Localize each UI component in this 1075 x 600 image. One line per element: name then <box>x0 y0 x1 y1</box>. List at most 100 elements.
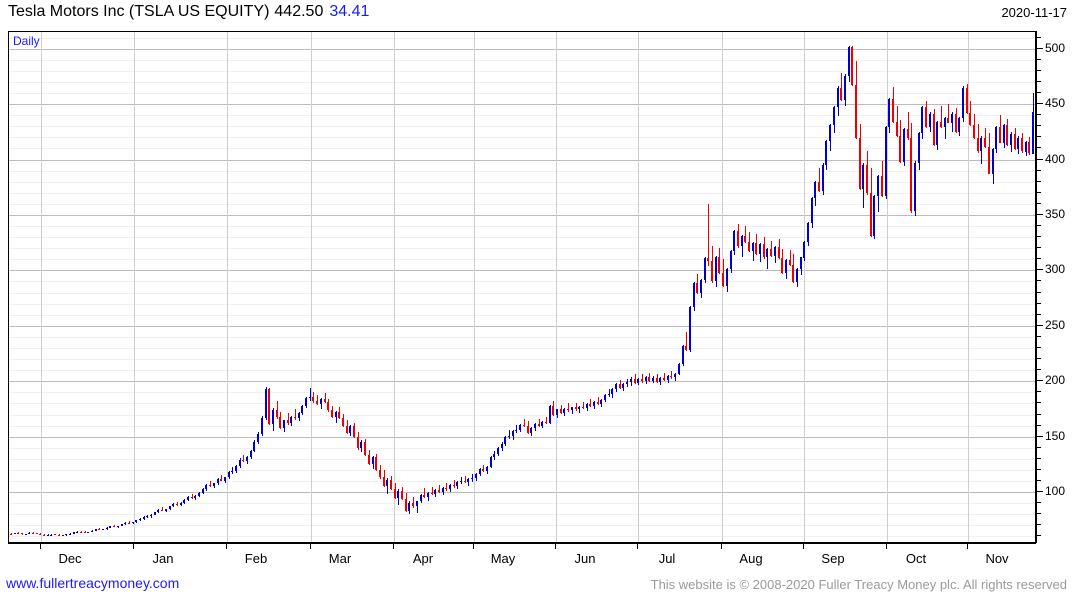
candle-wick <box>945 116 946 140</box>
candlestick <box>811 196 813 229</box>
candlestick <box>622 383 624 392</box>
candlestick <box>586 402 588 412</box>
candlestick <box>748 232 750 253</box>
candle-body <box>855 84 857 138</box>
candle-body <box>829 125 831 141</box>
candle-body <box>752 242 754 252</box>
candle-body <box>1028 142 1030 154</box>
gridline-vertical <box>968 32 969 542</box>
candlestick <box>700 278 702 299</box>
price-change: 34.41 <box>329 3 370 20</box>
candle-wick <box>413 496 414 508</box>
gridline-horizontal <box>9 392 1035 393</box>
candlestick <box>14 532 16 535</box>
x-axis-label: Sep <box>821 551 845 566</box>
x-axis-tick <box>40 543 41 549</box>
candlestick <box>423 488 425 498</box>
site-url[interactable]: www.fullertreacymoney.com <box>6 575 180 591</box>
candle-body <box>563 408 565 413</box>
plot-area[interactable]: Daily <box>8 31 1036 543</box>
gridline-horizontal <box>9 492 1035 493</box>
candle-body <box>634 379 636 383</box>
candlestick <box>62 534 64 537</box>
candle-wick <box>948 104 949 124</box>
candlestick <box>84 531 86 534</box>
candle-body <box>279 417 281 428</box>
candlestick <box>228 471 230 479</box>
chart-date: 2020-11-17 <box>1001 5 1067 20</box>
candle-body <box>143 516 145 519</box>
candle-wick <box>516 424 517 434</box>
candlestick <box>246 456 248 464</box>
candle-body <box>423 494 425 497</box>
candlestick <box>331 405 333 419</box>
y-axis-tick <box>1036 103 1043 104</box>
x-axis-label: Dec <box>58 551 82 566</box>
candle-wick <box>454 480 455 488</box>
candlestick <box>338 407 340 420</box>
candle-body <box>349 426 351 434</box>
x-axis-label: Apr <box>412 551 434 566</box>
candle-body <box>527 426 529 434</box>
candlestick <box>17 532 19 534</box>
candle-body <box>969 113 971 125</box>
candlestick <box>412 496 414 508</box>
candlestick <box>980 136 982 164</box>
gridline-horizontal <box>9 426 1035 427</box>
y-axis-tick <box>1036 203 1041 204</box>
candlestick <box>800 256 802 275</box>
candle-body <box>552 406 554 415</box>
candle-body <box>205 485 207 490</box>
candle-body <box>312 396 314 402</box>
candlestick <box>515 424 517 434</box>
candlestick <box>936 120 938 150</box>
candle-body <box>84 532 86 534</box>
candlestick <box>933 108 935 146</box>
candle-body <box>1021 137 1023 152</box>
candle-body <box>766 248 768 258</box>
candle-body <box>460 480 462 483</box>
candlestick <box>789 249 791 266</box>
y-axis-label: 150 <box>1045 429 1066 443</box>
candle-body <box>135 520 137 523</box>
candlestick <box>707 203 709 266</box>
candle-body <box>327 402 329 411</box>
candlestick <box>379 464 381 479</box>
candle-wick <box>387 478 388 495</box>
candle-body <box>575 407 577 410</box>
candle-body <box>903 129 905 162</box>
candle-body <box>1014 133 1016 150</box>
candle-body <box>73 532 75 534</box>
gridline-horizontal <box>9 514 1035 515</box>
candlestick <box>427 491 429 501</box>
candlestick <box>921 106 923 139</box>
gridline-horizontal <box>9 38 1035 39</box>
candlestick <box>475 473 477 481</box>
gridline-horizontal <box>9 270 1035 271</box>
candle-body <box>412 502 414 507</box>
candle-body <box>538 423 540 426</box>
gridline-horizontal <box>9 437 1035 438</box>
candlestick <box>139 518 141 522</box>
y-axis-tick <box>1036 269 1043 270</box>
candlestick <box>541 420 543 429</box>
candle-body <box>32 532 34 534</box>
candlestick <box>866 150 868 195</box>
candle-body <box>656 377 658 382</box>
y-axis: 100 150 200 250 300 350 400 450 500 <box>1036 31 1075 543</box>
candle-body <box>482 469 484 471</box>
x-axis-label: Mar <box>328 551 352 566</box>
candle-body <box>80 531 82 533</box>
candlestick <box>896 105 898 138</box>
candle-wick <box>129 521 130 524</box>
candlestick <box>490 456 492 469</box>
candlestick <box>1010 132 1012 152</box>
candle-wick <box>708 203 709 266</box>
y-axis-tick <box>1036 247 1041 248</box>
candle-body <box>268 389 270 424</box>
candle-body <box>803 241 805 258</box>
candlestick <box>434 489 436 498</box>
y-axis-label: 500 <box>1045 41 1066 55</box>
y-axis-label: 300 <box>1045 262 1066 276</box>
candle-body <box>929 113 931 128</box>
